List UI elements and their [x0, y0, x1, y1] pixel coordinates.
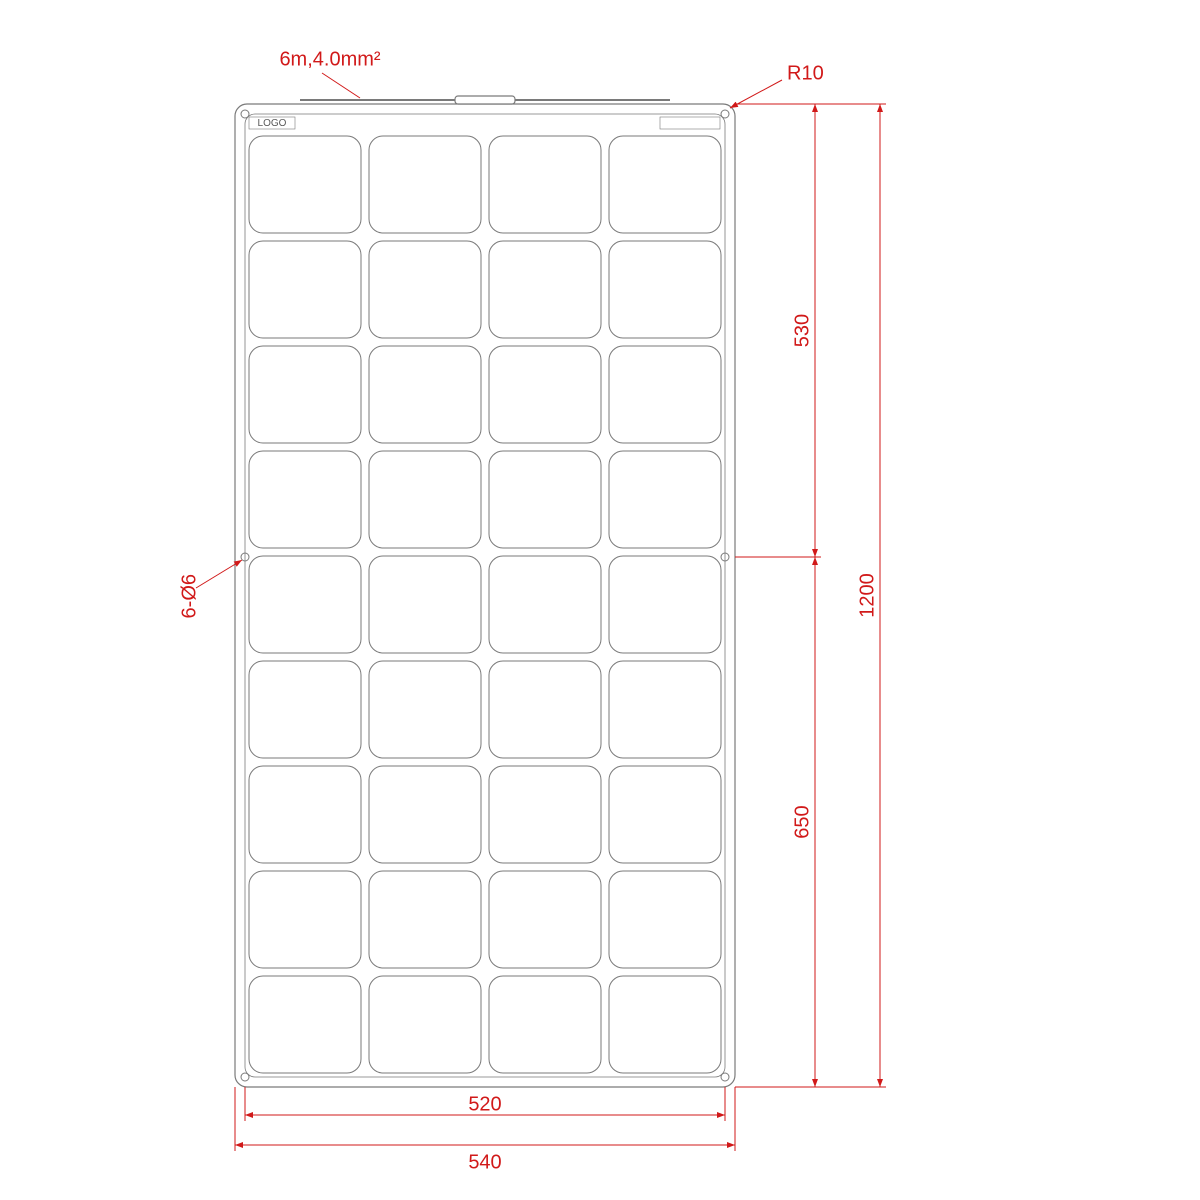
dim-value-w_inner: 520 — [468, 1093, 501, 1115]
dim-value-h_total: 1200 — [856, 573, 878, 618]
dim-value-h_bot: 650 — [791, 805, 813, 838]
cable-junction — [455, 96, 515, 104]
cable-label: 6m,4.0mm² — [279, 48, 380, 70]
solar-panel-technical-drawing: LOGO 6m,4.0mm² R10 6-Ø6 530 650 1200 520 540 — [0, 0, 1200, 1200]
hole-count-label: 6-Ø6 — [178, 574, 200, 618]
dim-value-w_outer: 540 — [468, 1151, 501, 1173]
panel-outline — [235, 104, 735, 1087]
dim-value-h_top: 530 — [791, 314, 813, 347]
logo-text: LOGO — [258, 118, 287, 129]
radius-label: R10 — [787, 62, 824, 84]
